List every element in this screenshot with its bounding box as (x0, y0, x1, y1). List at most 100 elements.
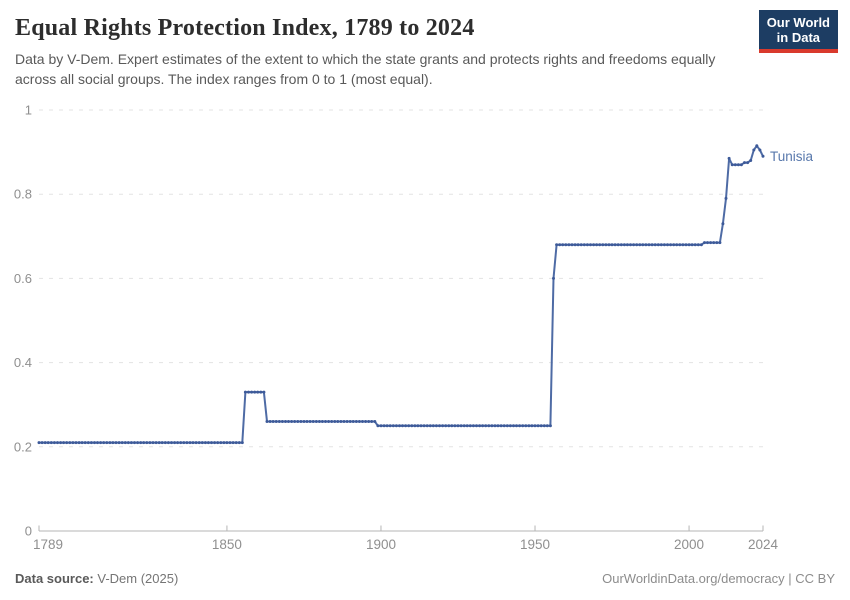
data-point-1913 (419, 424, 423, 428)
data-point-1859 (253, 390, 257, 394)
data-point-1880 (317, 420, 321, 423)
data-point-2010 (718, 241, 722, 245)
data-point-1845 (210, 441, 213, 445)
data-point-1869 (284, 420, 287, 423)
data-point-1833 (173, 441, 177, 445)
data-point-2015 (733, 163, 737, 167)
data-point-1930 (471, 424, 475, 428)
data-point-2000 (687, 243, 691, 247)
data-point-1929 (468, 424, 472, 428)
data-point-1998 (681, 243, 685, 247)
data-point-1933 (481, 424, 485, 428)
data-source: Data source: V-Dem (2025) (15, 571, 178, 586)
data-point-1843 (203, 441, 207, 445)
data-point-1797 (62, 441, 66, 445)
data-source-value: V-Dem (2025) (97, 571, 179, 586)
data-point-1955 (548, 424, 552, 428)
data-point-1863 (265, 420, 269, 423)
data-point-1987 (647, 243, 651, 247)
data-point-1831 (166, 441, 170, 445)
data-point-1846 (213, 441, 217, 445)
data-point-1901 (382, 424, 386, 428)
data-point-1946 (521, 424, 525, 428)
data-point-1858 (250, 390, 254, 394)
data-point-1810 (102, 441, 106, 445)
data-point-1864 (268, 420, 272, 423)
data-point-1904 (391, 424, 395, 428)
data-point-1966 (582, 243, 586, 247)
data-point-1798 (65, 441, 69, 445)
data-point-2008 (712, 241, 716, 245)
data-point-1821 (136, 441, 140, 445)
data-point-1842 (200, 441, 204, 445)
chart-header: Equal Rights Protection Index, 1789 to 2… (15, 14, 755, 89)
data-point-1971 (598, 243, 602, 247)
entity-label-tunisia[interactable]: Tunisia (770, 149, 814, 164)
data-point-1941 (505, 424, 509, 428)
data-point-1937 (493, 424, 497, 428)
data-point-2009 (715, 241, 719, 245)
data-point-1807 (93, 441, 96, 445)
data-point-2017 (739, 163, 743, 167)
data-point-1936 (490, 424, 494, 428)
data-point-2023 (758, 148, 762, 152)
data-point-1799 (68, 441, 72, 445)
series-line-tunisia[interactable] (39, 144, 764, 444)
data-point-1910 (410, 424, 414, 428)
data-point-1899 (376, 424, 380, 428)
owid-logo-line1: Our World (766, 15, 830, 30)
data-point-1894 (361, 420, 364, 423)
data-point-1999 (684, 243, 688, 247)
data-point-1804 (83, 441, 87, 445)
data-point-1868 (280, 420, 284, 423)
y-tick-label-0: 0 (25, 524, 32, 539)
data-point-2011 (721, 222, 725, 226)
data-point-1944 (515, 424, 518, 428)
data-point-1938 (496, 424, 500, 428)
data-point-1851 (228, 441, 232, 445)
data-point-1808 (96, 441, 99, 445)
data-point-1817 (123, 441, 127, 445)
owid-url-license[interactable]: OurWorldinData.org/democracy | CC BY (602, 571, 835, 586)
data-point-1852 (231, 441, 235, 445)
data-point-1875 (302, 420, 306, 423)
data-point-1948 (527, 424, 531, 428)
data-point-1891 (351, 420, 355, 423)
data-point-1965 (579, 243, 583, 247)
data-point-1950 (533, 424, 537, 428)
data-point-1862 (262, 390, 266, 394)
data-point-1889 (345, 420, 349, 423)
data-point-1959 (561, 243, 565, 247)
data-point-1841 (197, 441, 201, 445)
data-point-1839 (191, 441, 195, 445)
data-point-1919 (438, 424, 441, 428)
x-tick-label-1850: 1850 (212, 537, 242, 552)
data-point-1918 (434, 424, 438, 428)
data-point-1836 (182, 441, 186, 445)
data-point-1983 (635, 243, 639, 247)
data-point-1890 (348, 420, 352, 423)
data-point-1829 (160, 441, 164, 445)
data-point-1871 (290, 420, 294, 423)
data-point-1876 (305, 420, 309, 423)
data-point-2018 (743, 161, 746, 165)
y-tick-label-0.4: 0.4 (14, 355, 32, 370)
data-point-1813 (111, 441, 115, 445)
data-point-1823 (142, 441, 146, 445)
data-point-1855 (240, 441, 244, 445)
data-point-1911 (413, 424, 417, 428)
data-point-1970 (595, 243, 599, 247)
data-point-1914 (422, 424, 426, 428)
data-point-1991 (659, 243, 663, 247)
data-point-1927 (462, 424, 466, 428)
data-point-1945 (518, 424, 522, 428)
data-point-2006 (706, 241, 709, 245)
data-point-1857 (247, 390, 250, 394)
data-point-1921 (444, 424, 448, 428)
data-point-1958 (558, 243, 562, 247)
data-point-1916 (428, 424, 432, 428)
data-point-2016 (736, 163, 740, 167)
data-point-1865 (271, 420, 275, 423)
data-point-1928 (465, 424, 469, 428)
